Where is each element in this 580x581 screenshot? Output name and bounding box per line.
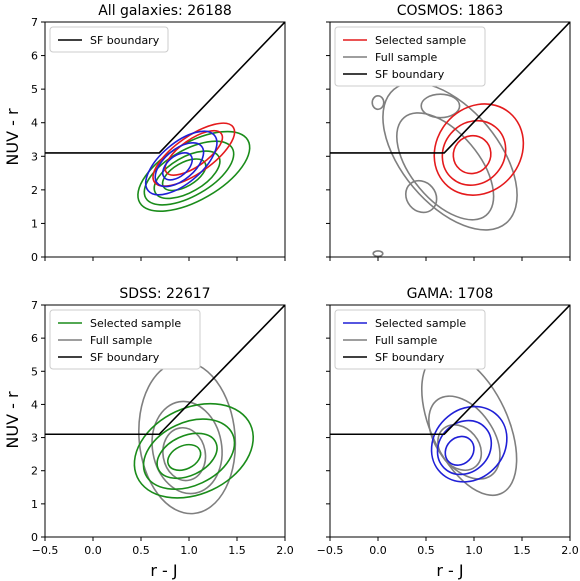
contour-green-5 — [156, 432, 218, 480]
x-tick-label: −0.5 — [32, 544, 59, 557]
contour-blue-7 — [154, 142, 205, 188]
axes-frame — [329, 304, 571, 538]
y-tick-label: 1 — [31, 217, 38, 230]
y-tick-label: 0 — [31, 531, 38, 544]
x-tick-label: 1.5 — [228, 544, 246, 557]
legend-label: SF boundary — [90, 34, 160, 47]
sf-boundary-line — [45, 305, 285, 436]
y-tick-label: 4 — [31, 117, 38, 130]
y-tick-label: 6 — [31, 332, 38, 345]
contour-gray-2 — [404, 179, 438, 214]
contour-blue-8 — [161, 152, 194, 181]
legend-label: SF boundary — [375, 351, 445, 364]
legend-label: Selected sample — [375, 34, 466, 47]
y-tick-label: 7 — [31, 299, 38, 312]
y-tick-label: 7 — [31, 16, 38, 29]
chart-panel-3: SDSS: 22617 −0.5 0.0 0.5 1.0 1.5 2.0 0 1 2 3 4 5 6 7 Se… — [31, 286, 294, 557]
contour-gray-5 — [372, 250, 384, 257]
y-tick-label: 5 — [31, 365, 38, 378]
contour-red-5 — [164, 129, 224, 176]
chart-title: SDSS: 22617 — [119, 286, 210, 302]
contour-gray-4 — [371, 95, 385, 111]
chart-panel-2: COSMOS: 1863 Selected sample Full sample SF… — [326, 3, 571, 261]
contour-red-6 — [433, 103, 525, 196]
x-tick-label: −0.5 — [317, 544, 344, 557]
y-tick-label: 6 — [31, 50, 38, 63]
y-tick-label: 2 — [31, 465, 38, 478]
sf-boundary-line — [330, 22, 570, 154]
legend-label: Full sample — [90, 334, 153, 347]
sf-boundary-line — [330, 305, 570, 436]
x-tick-label: 0.0 — [369, 544, 387, 557]
axes-frame — [44, 21, 286, 258]
chart-panel-4: GAMA: 1708 −0.5 0.0 0.5 1.0 1.5 2.0 Selected sa… — [317, 286, 579, 557]
axes-frame — [44, 304, 286, 538]
x-tick-label: 1.5 — [513, 544, 531, 557]
legend-label: SF boundary — [90, 351, 160, 364]
axes-frame — [329, 21, 571, 258]
contour-gray-2 — [437, 424, 483, 472]
contour-green-6 — [166, 443, 202, 472]
contour-gray-1 — [395, 112, 495, 221]
ylabel-bottom: NUV - r — [3, 391, 22, 449]
y-tick-label: 5 — [31, 83, 38, 96]
legend-label: Full sample — [375, 51, 438, 64]
chart-title: All galaxies: 26188 — [98, 3, 232, 19]
x-tick-label: 1.0 — [180, 544, 198, 557]
contour-green-3 — [133, 402, 255, 499]
xlabel-left: r - J — [150, 561, 177, 580]
contour-green-1 — [143, 140, 235, 206]
y-tick-label: 3 — [31, 150, 38, 163]
y-tick-label: 4 — [31, 398, 38, 411]
y-tick-label: 0 — [31, 251, 38, 264]
plot-area — [45, 22, 285, 212]
contour-gray-0 — [382, 81, 518, 231]
chart-title: GAMA: 1708 — [407, 286, 494, 302]
contour-blue-5 — [444, 435, 475, 466]
contour-gray-1 — [151, 400, 223, 495]
x-tick-label: 0.5 — [132, 544, 150, 557]
legend-box — [334, 309, 486, 370]
x-tick-label: 0.5 — [417, 544, 435, 557]
chart-title: COSMOS: 1863 — [397, 3, 503, 19]
y-tick-label: 1 — [31, 498, 38, 511]
plot-area — [330, 22, 570, 257]
legend-label: Selected sample — [90, 317, 181, 330]
contour-red-8 — [452, 134, 492, 175]
x-tick-label: 0.0 — [84, 544, 102, 557]
contour-gray-2 — [162, 426, 207, 482]
legend-box — [49, 309, 201, 370]
sf-boundary-line — [45, 22, 285, 154]
xlabel-right: r - J — [436, 561, 463, 580]
legend-label: Full sample — [375, 334, 438, 347]
x-tick-label: 1.0 — [465, 544, 483, 557]
legend-box — [334, 26, 486, 87]
chart-panel-1: All galaxies: 26188 0 1 2 3 4 5 6 7 SF boundary — [31, 3, 286, 264]
contour-green-4 — [142, 418, 236, 490]
contour-blue-6 — [144, 130, 218, 196]
contour-blue-3 — [430, 405, 508, 483]
y-tick-label: 3 — [31, 432, 38, 445]
x-tick-label: 2.0 — [561, 544, 579, 557]
legend-box — [49, 26, 169, 53]
legend-label: SF boundary — [375, 68, 445, 81]
y-tick-label: 2 — [31, 184, 38, 197]
ylabel-top: NUV - r — [3, 108, 22, 166]
contour-blue-4 — [436, 419, 493, 476]
x-tick-label: 2.0 — [276, 544, 294, 557]
legend-label: Selected sample — [375, 317, 466, 330]
contour-gray-3 — [420, 93, 461, 119]
contour-green-2 — [153, 150, 221, 200]
contour-red-7 — [441, 119, 507, 186]
